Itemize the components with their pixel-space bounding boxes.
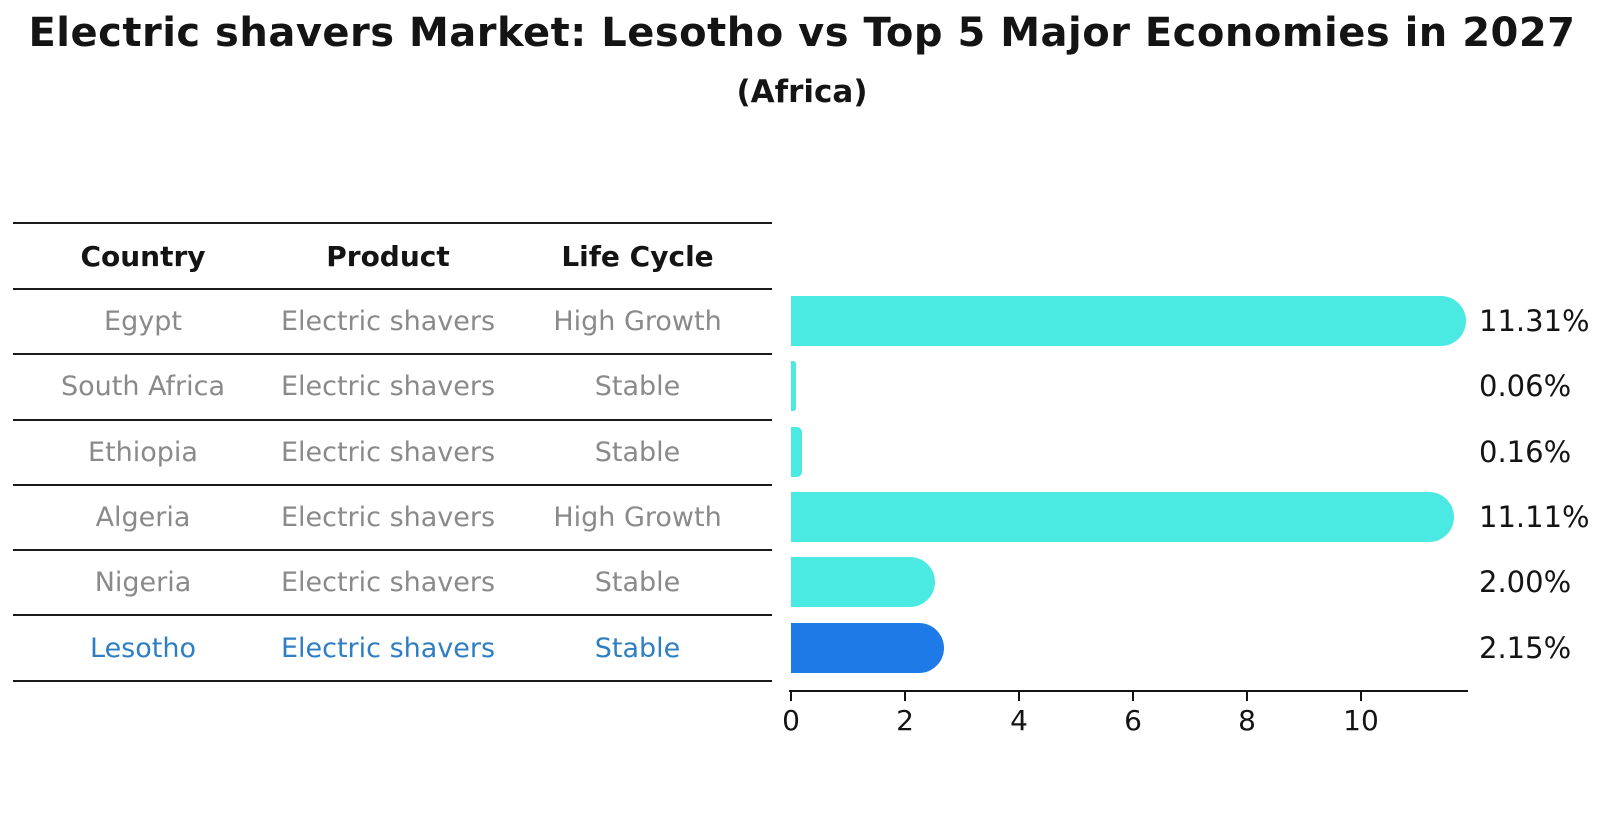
country-cell: Nigeria bbox=[94, 567, 192, 599]
table-header-row: Country Product Life Cycle bbox=[13, 222, 772, 288]
table-row: Nigeria Electric shavers Stable bbox=[13, 549, 772, 614]
life-cycle-cell: Stable bbox=[594, 632, 681, 664]
value-label: 0.16% bbox=[1479, 434, 1572, 469]
country-cell: Lesotho bbox=[90, 632, 196, 664]
x-axis-tick-label: 0 bbox=[782, 704, 800, 737]
x-axis-tick bbox=[904, 692, 906, 701]
table-row: Lesotho Electric shavers Stable bbox=[13, 614, 772, 679]
x-axis-tick-label: 6 bbox=[1124, 704, 1142, 737]
value-label: 2.15% bbox=[1479, 630, 1572, 665]
value-label: 0.06% bbox=[1479, 369, 1572, 404]
table-row: Egypt Electric shavers High Growth bbox=[13, 288, 772, 353]
x-axis-tick bbox=[1132, 692, 1134, 701]
country-cell: Ethiopia bbox=[88, 436, 198, 468]
x-axis-tick-label: 2 bbox=[896, 704, 914, 737]
bar-ethiopia bbox=[791, 426, 803, 477]
chart-subtitle: (Africa) bbox=[736, 74, 868, 110]
x-axis-tick-label: 10 bbox=[1343, 704, 1379, 737]
x-axis-tick bbox=[790, 692, 792, 701]
product-cell: Electric shavers bbox=[280, 567, 496, 599]
country-table: Country Product Life Cycle Egypt Electri… bbox=[13, 222, 772, 682]
value-label: 11.11% bbox=[1479, 499, 1590, 534]
bar-south-africa bbox=[791, 361, 797, 412]
column-header-country: Country bbox=[80, 239, 206, 273]
product-cell: Electric shavers bbox=[280, 502, 496, 534]
value-label: 11.31% bbox=[1479, 304, 1590, 338]
x-axis-tick bbox=[1360, 692, 1362, 701]
product-cell: Electric shavers bbox=[280, 436, 496, 468]
table-row: Algeria Electric shavers High Growth bbox=[13, 483, 772, 549]
life-cycle-cell: High Growth bbox=[553, 306, 722, 338]
bar-lesotho bbox=[791, 622, 944, 673]
country-cell: South Africa bbox=[60, 371, 226, 403]
table-row: Ethiopia Electric shavers Stable bbox=[13, 418, 772, 484]
country-cell: Algeria bbox=[95, 502, 191, 534]
table-body: Egypt Electric shavers High Growth South… bbox=[13, 288, 772, 680]
life-cycle-cell: Stable bbox=[594, 371, 681, 403]
bar-egypt bbox=[791, 296, 1466, 346]
product-cell: Electric shavers bbox=[280, 632, 496, 664]
x-axis-tick bbox=[1018, 692, 1020, 701]
life-cycle-cell: Stable bbox=[594, 567, 681, 599]
life-cycle-cell: Stable bbox=[594, 436, 681, 468]
x-axis-tick-label: 4 bbox=[1010, 704, 1028, 737]
table-row: South Africa Electric shavers Stable bbox=[13, 353, 772, 418]
product-cell: Electric shavers bbox=[280, 306, 496, 338]
column-header-life-cycle: Life Cycle bbox=[561, 239, 714, 273]
x-axis-line bbox=[789, 690, 1468, 692]
life-cycle-cell: High Growth bbox=[553, 502, 722, 534]
bar-nigeria bbox=[791, 557, 935, 608]
x-axis-tick bbox=[1246, 692, 1248, 701]
column-header-product: Product bbox=[326, 239, 450, 273]
value-label: 2.00% bbox=[1479, 565, 1572, 600]
country-cell: Egypt bbox=[104, 306, 182, 338]
product-cell: Electric shavers bbox=[280, 371, 496, 403]
chart-title: Electric shavers Market: Lesotho vs Top … bbox=[28, 10, 1576, 56]
bar-algeria bbox=[791, 491, 1455, 542]
x-axis-tick-label: 8 bbox=[1238, 704, 1256, 737]
